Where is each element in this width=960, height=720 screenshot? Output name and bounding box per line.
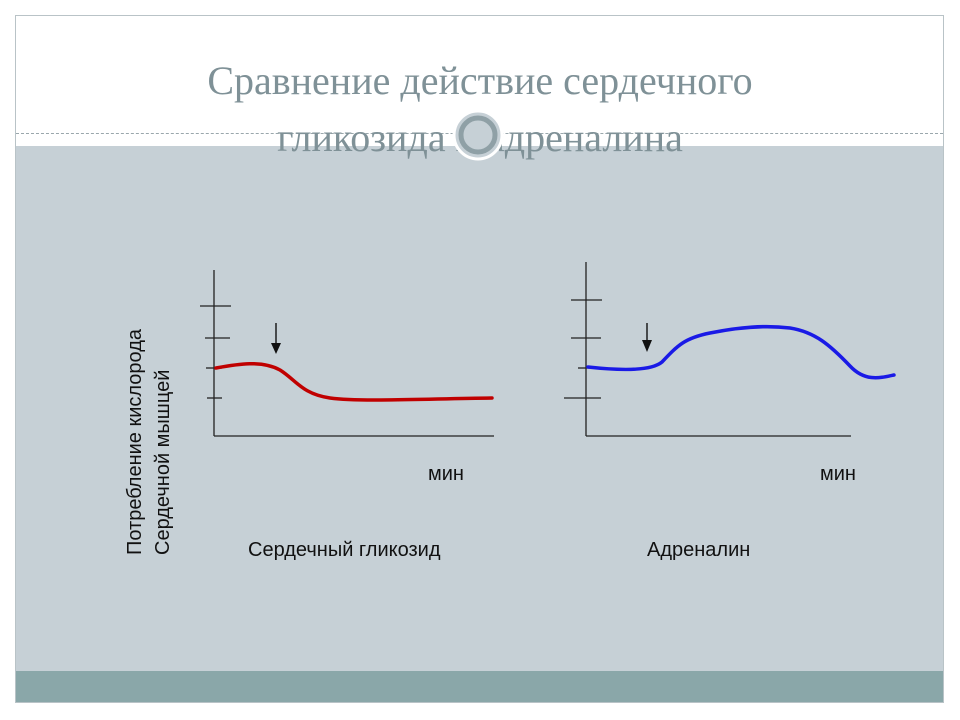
adrenaline-curve	[586, 324, 896, 380]
circle-ornament-icon	[452, 109, 504, 161]
glycoside-curve	[214, 361, 494, 402]
panel-cardiac-glycoside: мин Сердечный гликозид	[200, 270, 494, 561]
bottom-band	[16, 671, 943, 702]
slide-frame	[15, 15, 944, 703]
y-axis-label-line-2: Сердечной мышцей	[152, 370, 174, 555]
content-panel	[16, 146, 943, 671]
x-axis-unit: мин	[820, 463, 856, 485]
panel-adrenaline: мин Адреналин	[564, 262, 896, 561]
panel-caption: Адреналин	[647, 539, 750, 561]
panel-caption: Сердечный гликозид	[248, 539, 441, 561]
arrow-down-icon	[271, 323, 281, 354]
y-axis-label-line-1: Потребление кислорода	[124, 328, 146, 555]
slide-title-line-1: Сравнение действие сердечного	[207, 58, 753, 103]
x-axis-unit: мин	[428, 463, 464, 485]
arrow-down-icon	[642, 323, 652, 352]
y-axis-label: Потребление кислорода Сердечной мышцей	[124, 328, 174, 555]
